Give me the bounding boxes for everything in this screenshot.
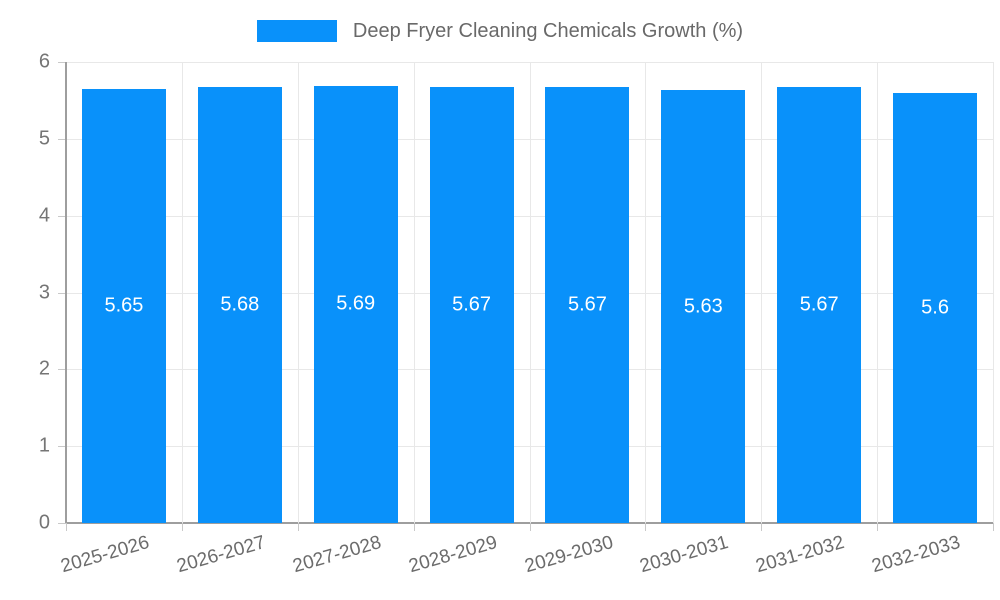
x-axis-category-label: 2028-2029	[406, 532, 500, 578]
gridline-vertical	[529, 62, 531, 523]
x-axis-tick	[66, 523, 67, 531]
gridline-vertical	[645, 62, 647, 523]
bar-value-label: 5.67	[799, 293, 839, 316]
y-axis-tick-label: 0	[38, 511, 50, 534]
x-axis-tick	[877, 523, 879, 531]
gridline-vertical	[181, 62, 183, 523]
gridline-vertical	[297, 62, 299, 523]
x-axis-category-label: 2030-2031	[637, 532, 732, 578]
y-axis-tick	[58, 62, 66, 63]
bar	[197, 86, 282, 523]
x-axis-tick	[993, 523, 994, 531]
y-axis-tick	[58, 369, 66, 371]
x-axis-category-label: 2029-2030	[522, 532, 616, 578]
bar	[313, 85, 398, 523]
x-axis-category-label: 2032-2033	[869, 532, 963, 578]
bar	[545, 87, 630, 523]
bar-value-label: 5.6	[921, 296, 949, 319]
y-axis-tick-label: 4	[38, 204, 50, 227]
legend-swatch	[256, 20, 337, 42]
x-axis-tick	[181, 523, 183, 531]
legend[interactable]: Deep Fryer Cleaning Chemicals Growth (%)	[0, 20, 1000, 42]
bar	[893, 92, 978, 523]
gridline-vertical	[993, 62, 994, 523]
y-axis-tick	[58, 446, 66, 448]
bar-value-label: 5.69	[336, 292, 376, 315]
x-axis-tick	[645, 523, 647, 531]
bar-value-label: 5.63	[683, 295, 723, 318]
y-axis-tick-label: 6	[38, 50, 50, 73]
gridline-vertical	[761, 62, 763, 523]
bar-value-label: 5.67	[452, 293, 492, 316]
x-axis-tick	[529, 523, 531, 531]
x-axis-tick	[297, 523, 299, 531]
y-axis-tick-label: 1	[38, 434, 50, 457]
gridline-vertical	[413, 62, 415, 523]
x-axis-tick	[413, 523, 415, 531]
x-axis-tick	[761, 523, 763, 531]
bar	[81, 88, 166, 523]
gridline-vertical	[877, 62, 879, 523]
bar	[777, 87, 862, 523]
y-axis-tick	[58, 138, 66, 140]
y-axis-tick	[58, 292, 66, 294]
x-axis-category-label: 2031-2032	[753, 532, 847, 578]
bar	[661, 90, 746, 523]
bar-value-label: 5.68	[220, 293, 260, 316]
bar-value-label: 5.67	[567, 293, 607, 316]
y-axis-tick-label: 3	[38, 281, 50, 303]
y-axis-tick	[58, 215, 66, 217]
x-axis-category-label: 2025-2026	[58, 532, 152, 578]
bar	[429, 87, 514, 523]
x-axis-category-label: 2026-2027	[174, 532, 268, 578]
y-axis-tick-label: 2	[38, 357, 50, 380]
y-axis-tick	[58, 523, 66, 524]
bar-value-label: 5.65	[104, 294, 144, 317]
legend-label: Deep Fryer Cleaning Chemicals Growth (%)	[352, 20, 744, 42]
y-axis-line	[65, 62, 67, 523]
y-axis-tick-label: 5	[38, 127, 50, 150]
x-axis-category-label: 2027-2028	[290, 532, 384, 578]
